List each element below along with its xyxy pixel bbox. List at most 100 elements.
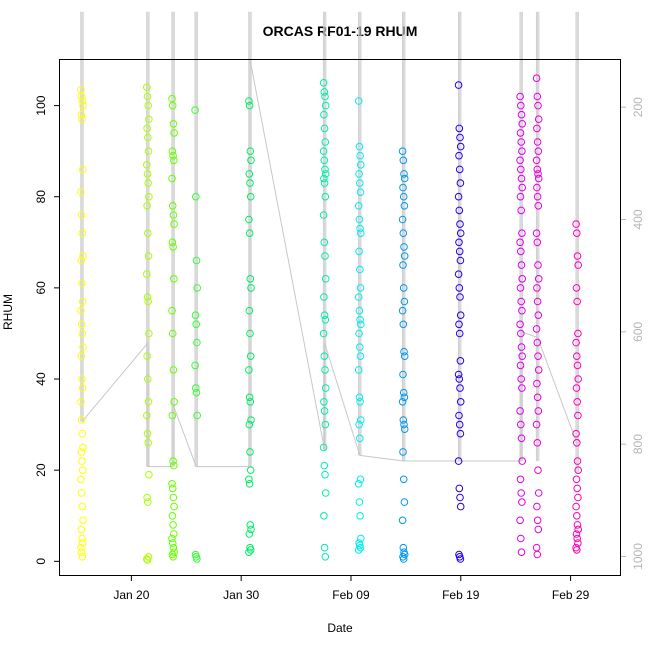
data-point [321, 138, 330, 146]
data-point [356, 224, 364, 233]
data-point [168, 484, 177, 493]
data-point [456, 398, 465, 406]
data-point [78, 429, 87, 438]
data-point [77, 475, 85, 484]
data-point [455, 375, 464, 383]
data-point [456, 293, 464, 301]
data-point [321, 316, 330, 324]
data-point [532, 543, 541, 552]
data-point [143, 202, 151, 210]
data-point [77, 320, 86, 329]
data-point [321, 192, 330, 201]
x-tick-label: Jan 20 [113, 588, 149, 602]
data-point [454, 192, 463, 201]
data-point [573, 297, 582, 306]
x-tick-label: Jan 30 [223, 588, 259, 602]
data-point [246, 179, 254, 187]
data-point [574, 525, 583, 534]
data-point [191, 106, 199, 114]
data-point [454, 81, 463, 89]
data-point [77, 543, 85, 552]
data-point [532, 156, 541, 165]
data-point [246, 147, 255, 155]
data-point [321, 252, 329, 260]
data-point [518, 183, 527, 192]
data-point [517, 174, 526, 183]
data-point [321, 420, 330, 429]
data-point [169, 457, 177, 465]
data-point [246, 398, 255, 406]
data-point [573, 398, 582, 406]
data-point [574, 466, 583, 475]
data-point [143, 161, 151, 169]
data-point [574, 329, 582, 338]
data-point [143, 556, 152, 564]
data-point [321, 553, 330, 561]
data-point [356, 151, 364, 160]
data-point [355, 215, 364, 224]
data-point [572, 284, 581, 292]
data-point [532, 74, 541, 82]
data-point [456, 256, 465, 265]
axes-layer: 0 20 40 60 80 100 200 400 600 800 1000 Jan 20 Jan 30… [34, 95, 645, 602]
data-point [170, 220, 178, 228]
data-point [245, 480, 254, 488]
data-point [517, 261, 526, 269]
data-point [572, 338, 580, 347]
data-point [79, 443, 87, 452]
data-point [170, 461, 178, 470]
data-point [170, 275, 178, 283]
data-point [534, 115, 543, 123]
data-point [517, 534, 525, 543]
data-point [145, 470, 153, 479]
data-point [518, 229, 526, 237]
data-point [533, 516, 542, 525]
data-point [356, 398, 364, 406]
data-point [321, 101, 330, 110]
data-point [77, 398, 85, 406]
data-point [573, 512, 581, 520]
data-point [143, 411, 151, 420]
data-point [192, 192, 200, 201]
data-point [400, 393, 409, 402]
data-point [518, 498, 526, 506]
data-point [456, 493, 464, 502]
data-point [574, 493, 582, 502]
data-point [517, 110, 526, 119]
data-point [455, 411, 463, 420]
data-point [399, 284, 408, 292]
data-point [246, 352, 255, 361]
data-point [357, 320, 365, 329]
data-point [319, 443, 328, 452]
data-point [320, 293, 328, 301]
data-point [169, 553, 177, 561]
data-point [534, 352, 542, 361]
data-point [455, 165, 464, 174]
data-point [398, 516, 407, 525]
data-point [455, 151, 463, 160]
data-point [321, 275, 330, 283]
data-point [400, 347, 408, 356]
data-point [79, 101, 87, 110]
data-point [516, 156, 524, 165]
data-point [143, 170, 152, 178]
data-point [533, 393, 542, 402]
data-point [534, 311, 543, 320]
data-point [400, 202, 409, 210]
data-point [534, 366, 543, 374]
data-point [79, 516, 87, 525]
data-point [517, 206, 526, 215]
data-point [355, 306, 364, 315]
x-tick-label: Feb 19 [442, 588, 480, 602]
data-point [168, 512, 177, 520]
data-point [79, 252, 87, 260]
data-point [143, 92, 152, 101]
data-point [456, 229, 465, 237]
data-point [398, 215, 407, 224]
data-point [143, 83, 151, 92]
data-point [517, 343, 526, 351]
data-point [246, 521, 255, 529]
data-point [399, 370, 407, 379]
data-point [456, 384, 464, 392]
data-point [455, 284, 464, 292]
